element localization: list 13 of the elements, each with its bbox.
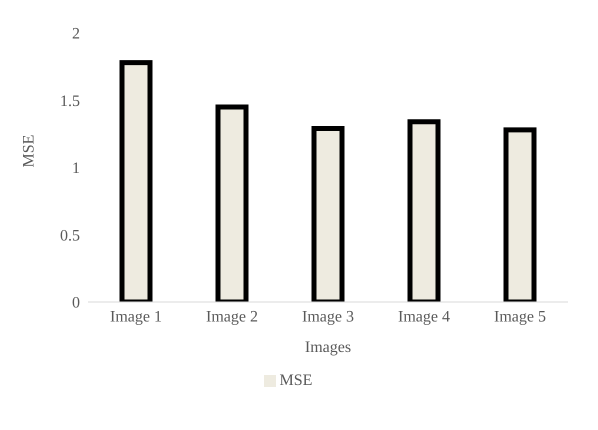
y-tick-label: 2 [72, 26, 80, 43]
y-tick-label: 0 [72, 294, 80, 312]
x-axis-title: Images [304, 339, 352, 356]
x-tick-label: Image 5 [494, 308, 546, 326]
y-tick-label: 1.5 [60, 92, 80, 110]
x-tick-label: Image 4 [398, 308, 450, 326]
y-tick-label: 1 [72, 160, 80, 178]
y-axis-title: MSE [20, 134, 38, 168]
x-tick-label: Image 1 [110, 308, 162, 326]
x-tick-label: Image 3 [302, 308, 354, 326]
x-tick-label: Image 2 [206, 308, 258, 326]
y-tick-label: 0.5 [60, 227, 80, 244]
legend-label: MSE [280, 372, 312, 389]
